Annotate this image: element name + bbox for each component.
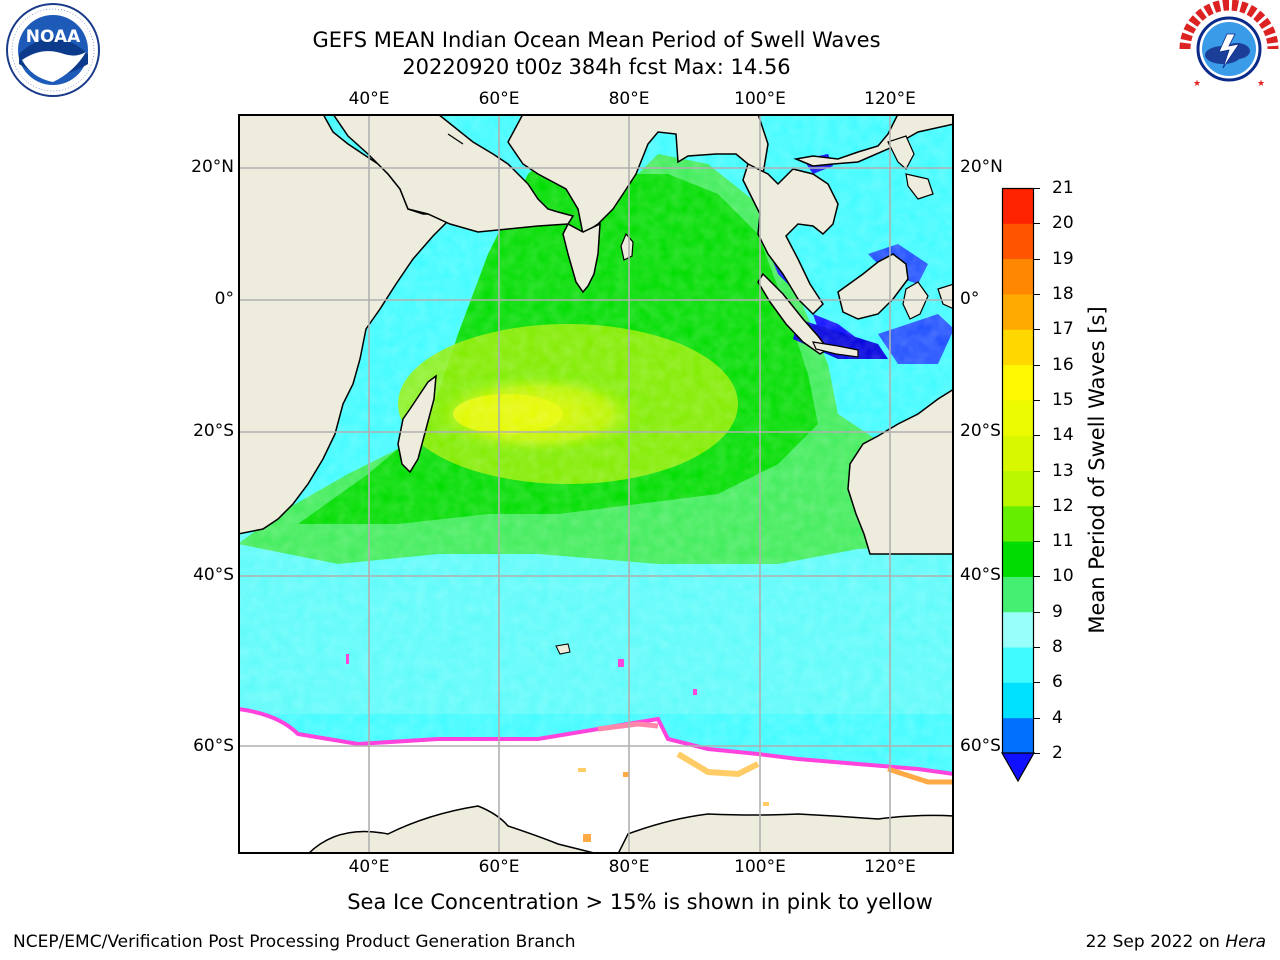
colorbar-label: Mean Period of Swell Waves [s] bbox=[1085, 306, 1109, 634]
lat-label-left: 60°S bbox=[193, 736, 234, 756]
lon-label-bottom: 100°E bbox=[734, 857, 786, 877]
lat-label-left: 0° bbox=[214, 289, 234, 309]
lat-label-right: 60°S bbox=[960, 736, 1001, 756]
colorbar-tick-mark bbox=[1034, 188, 1040, 189]
colorbar-tick-mark bbox=[1034, 329, 1040, 331]
colorbar-tick-label: 12 bbox=[1052, 495, 1074, 516]
colorbar-tick-mark bbox=[1034, 399, 1040, 401]
chart-subtitle: 20220920 t00z 384h fcst Max: 14.56 bbox=[402, 55, 791, 79]
lat-label-right: 0° bbox=[960, 289, 980, 309]
colorbar-tick-mark bbox=[1034, 717, 1040, 719]
lat-label-left: 20°N bbox=[191, 157, 234, 177]
colorbar-tick-label: 16 bbox=[1052, 354, 1074, 375]
colorbar-tick-label: 13 bbox=[1052, 460, 1074, 481]
lat-label-left: 20°S bbox=[193, 421, 234, 441]
colorbar-segment bbox=[1002, 505, 1034, 542]
colorbar-segment bbox=[1002, 329, 1034, 366]
lon-label-top: 60°E bbox=[478, 89, 520, 109]
lon-label-bottom: 120°E bbox=[864, 857, 916, 877]
colorbar-tick-mark bbox=[1034, 364, 1040, 366]
colorbar-tick-label: 19 bbox=[1052, 248, 1074, 269]
colorbar-tick-mark bbox=[1034, 505, 1040, 507]
lon-label-bottom: 80°E bbox=[608, 857, 650, 877]
colorbar-segment bbox=[1002, 576, 1034, 613]
chart-title: GEFS MEAN Indian Ocean Mean Period of Sw… bbox=[312, 28, 881, 52]
colorbar-tick-label: 2 bbox=[1052, 743, 1063, 763]
lon-label-top: 100°E bbox=[734, 89, 786, 109]
colorbar-tick-label: 14 bbox=[1052, 425, 1074, 446]
colorbar-tick-label: 21 bbox=[1052, 178, 1074, 198]
colorbar-tick-mark bbox=[1034, 647, 1040, 649]
svg-text:★: ★ bbox=[1193, 79, 1201, 89]
colorbar-tick-label: 15 bbox=[1052, 389, 1074, 410]
colorbar-tick-mark bbox=[1034, 611, 1040, 613]
colorbar-tick-label: 4 bbox=[1052, 707, 1063, 728]
colorbar-segment bbox=[1002, 541, 1034, 577]
colorbar-extend-arrow bbox=[1000, 752, 1036, 783]
colorbar-tick-mark bbox=[1034, 470, 1040, 472]
colorbar-segment bbox=[1002, 435, 1034, 471]
lat-label-right: 20°S bbox=[960, 421, 1001, 441]
colorbar-tick-mark bbox=[1034, 753, 1040, 754]
svg-text:★: ★ bbox=[1257, 79, 1265, 89]
lon-label-top: 40°E bbox=[348, 89, 390, 109]
colorbar-segment bbox=[1002, 717, 1034, 754]
datestamp: 22 Sep 2022 on Hera bbox=[1086, 932, 1266, 952]
datestamp-date: 22 Sep 2022 on bbox=[1085, 932, 1220, 952]
noaa-logo-icon: NOAA bbox=[2, 2, 104, 102]
colorbar-tick-mark bbox=[1034, 682, 1040, 684]
lat-label-right: 20°N bbox=[960, 157, 1003, 177]
datestamp-machine: Hera bbox=[1225, 932, 1266, 952]
colorbar-tick-mark bbox=[1034, 258, 1040, 260]
lat-label-right: 40°S bbox=[960, 565, 1001, 585]
colorbar-segment bbox=[1002, 399, 1034, 436]
map-panel bbox=[238, 114, 954, 854]
colorbar-tick-label: 9 bbox=[1052, 601, 1063, 622]
lon-label-top: 80°E bbox=[608, 89, 650, 109]
colorbar-tick-mark bbox=[1034, 435, 1040, 437]
colorbar-segment bbox=[1002, 364, 1034, 401]
colorbar-tick-label: 6 bbox=[1052, 672, 1063, 693]
colorbar-tick-label: 11 bbox=[1052, 531, 1074, 552]
colorbar-segment bbox=[1002, 682, 1034, 719]
colorbar-segment bbox=[1002, 223, 1034, 260]
colorbar-tick-label: 18 bbox=[1052, 283, 1074, 304]
colorbar bbox=[1000, 187, 1036, 783]
lon-label-top: 120°E bbox=[864, 89, 916, 109]
colorbar-tick-mark bbox=[1034, 223, 1040, 225]
sea-ice-note: Sea Ice Concentration > 15% is shown in … bbox=[347, 890, 933, 914]
colorbar-tick-mark bbox=[1034, 293, 1040, 295]
colorbar-segment bbox=[1002, 611, 1034, 648]
lat-label-left: 40°S bbox=[193, 565, 234, 585]
colorbar-tick-label: 10 bbox=[1052, 566, 1074, 587]
colorbar-tick-label: 8 bbox=[1052, 637, 1063, 658]
nws-logo-icon: ★ ★ bbox=[1179, 0, 1279, 102]
colorbar-segment bbox=[1002, 258, 1034, 295]
colorbar-tick-label: 17 bbox=[1052, 319, 1074, 340]
noaa-logo-text: NOAA bbox=[26, 27, 81, 47]
colorbar-segment bbox=[1002, 293, 1034, 330]
colorbar-segment bbox=[1002, 647, 1034, 683]
colorbar-tick-mark bbox=[1034, 541, 1040, 543]
colorbar-tick-label: 20 bbox=[1052, 213, 1074, 234]
lon-label-bottom: 40°E bbox=[348, 857, 390, 877]
colorbar-segment bbox=[1002, 188, 1034, 224]
credit-text: NCEP/EMC/Verification Post Processing Pr… bbox=[13, 932, 576, 952]
colorbar-tick-mark bbox=[1034, 576, 1040, 578]
colorbar-segment bbox=[1002, 470, 1034, 507]
lon-label-bottom: 60°E bbox=[478, 857, 520, 877]
